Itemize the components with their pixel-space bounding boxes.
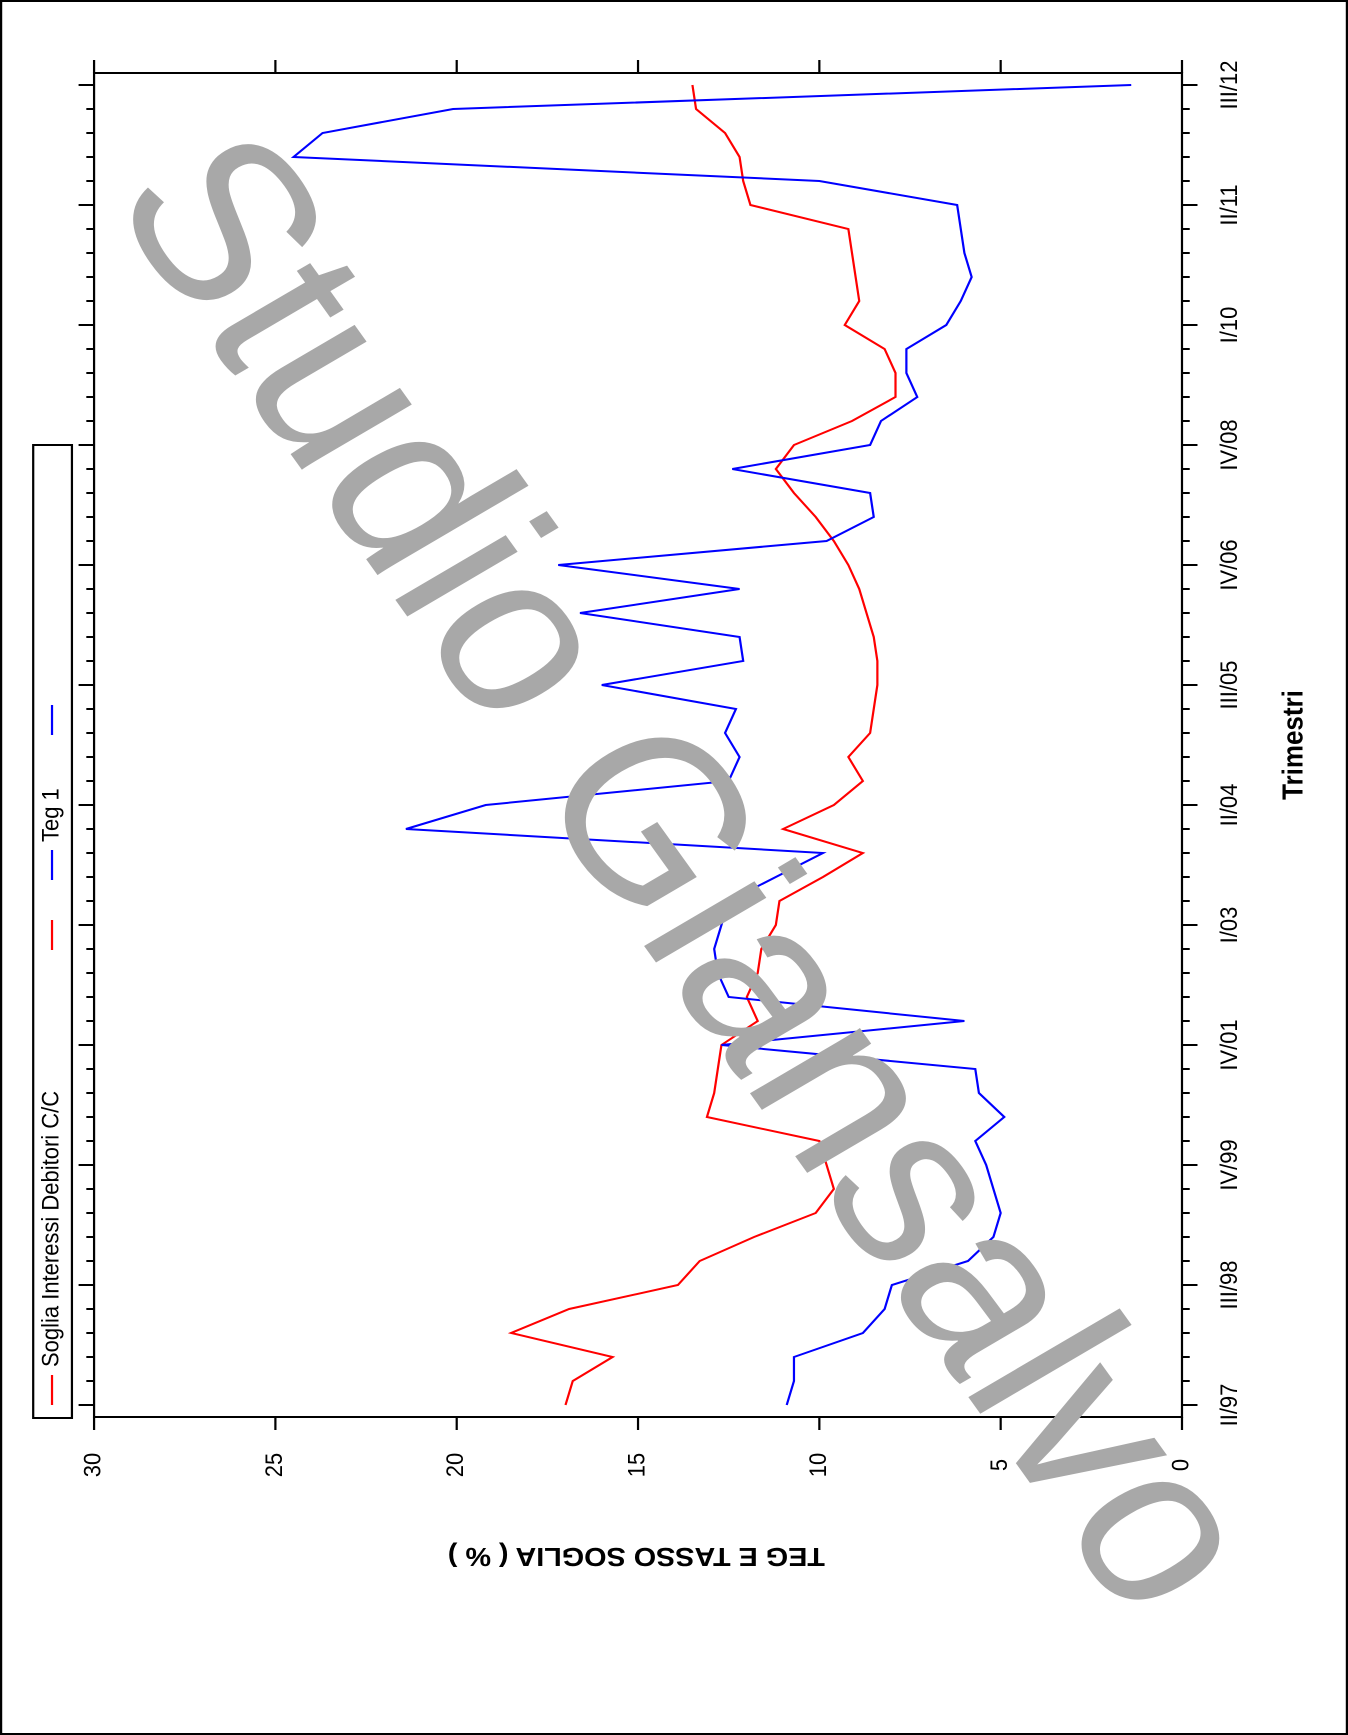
legend-label: Teg 1	[36, 788, 63, 842]
x-tick-label: IV/08	[1215, 419, 1242, 470]
y-tick-label: 20	[441, 1453, 468, 1477]
x-tick-label: IV/99	[1215, 1139, 1242, 1190]
series-line	[507, 84, 897, 1406]
series-line	[290, 84, 1132, 1406]
y-tick-label: 10	[804, 1453, 831, 1477]
y-tick-label: 0	[1166, 1459, 1193, 1471]
y-tick-label: 15	[622, 1453, 649, 1477]
x-tick-label: II/11	[1215, 184, 1242, 225]
y-tick-label: 5	[985, 1459, 1012, 1471]
x-tick-label: IV/06	[1215, 539, 1242, 590]
x-tick-label: II/04	[1215, 784, 1242, 827]
y-tick-label: 25	[260, 1453, 287, 1477]
x-tick-label: III/05	[1215, 661, 1242, 710]
y-axis-title: TEG E TASSO SOGLIA ( % )	[448, 1542, 825, 1571]
legend-label: Soglia Interessi Debitori C/C	[36, 1091, 63, 1367]
x-tick-label: III/98	[1215, 1261, 1242, 1310]
x-tick-label: I/03	[1215, 907, 1242, 944]
x-axis-title: Trimestri	[1276, 690, 1309, 800]
x-tick-label: III/12	[1215, 61, 1242, 110]
x-tick-label: IV/01	[1215, 1019, 1242, 1070]
x-tick-label: II/97	[1215, 1384, 1242, 1427]
y-tick-label: 30	[78, 1453, 105, 1477]
x-tick-label: I/10	[1215, 307, 1242, 344]
